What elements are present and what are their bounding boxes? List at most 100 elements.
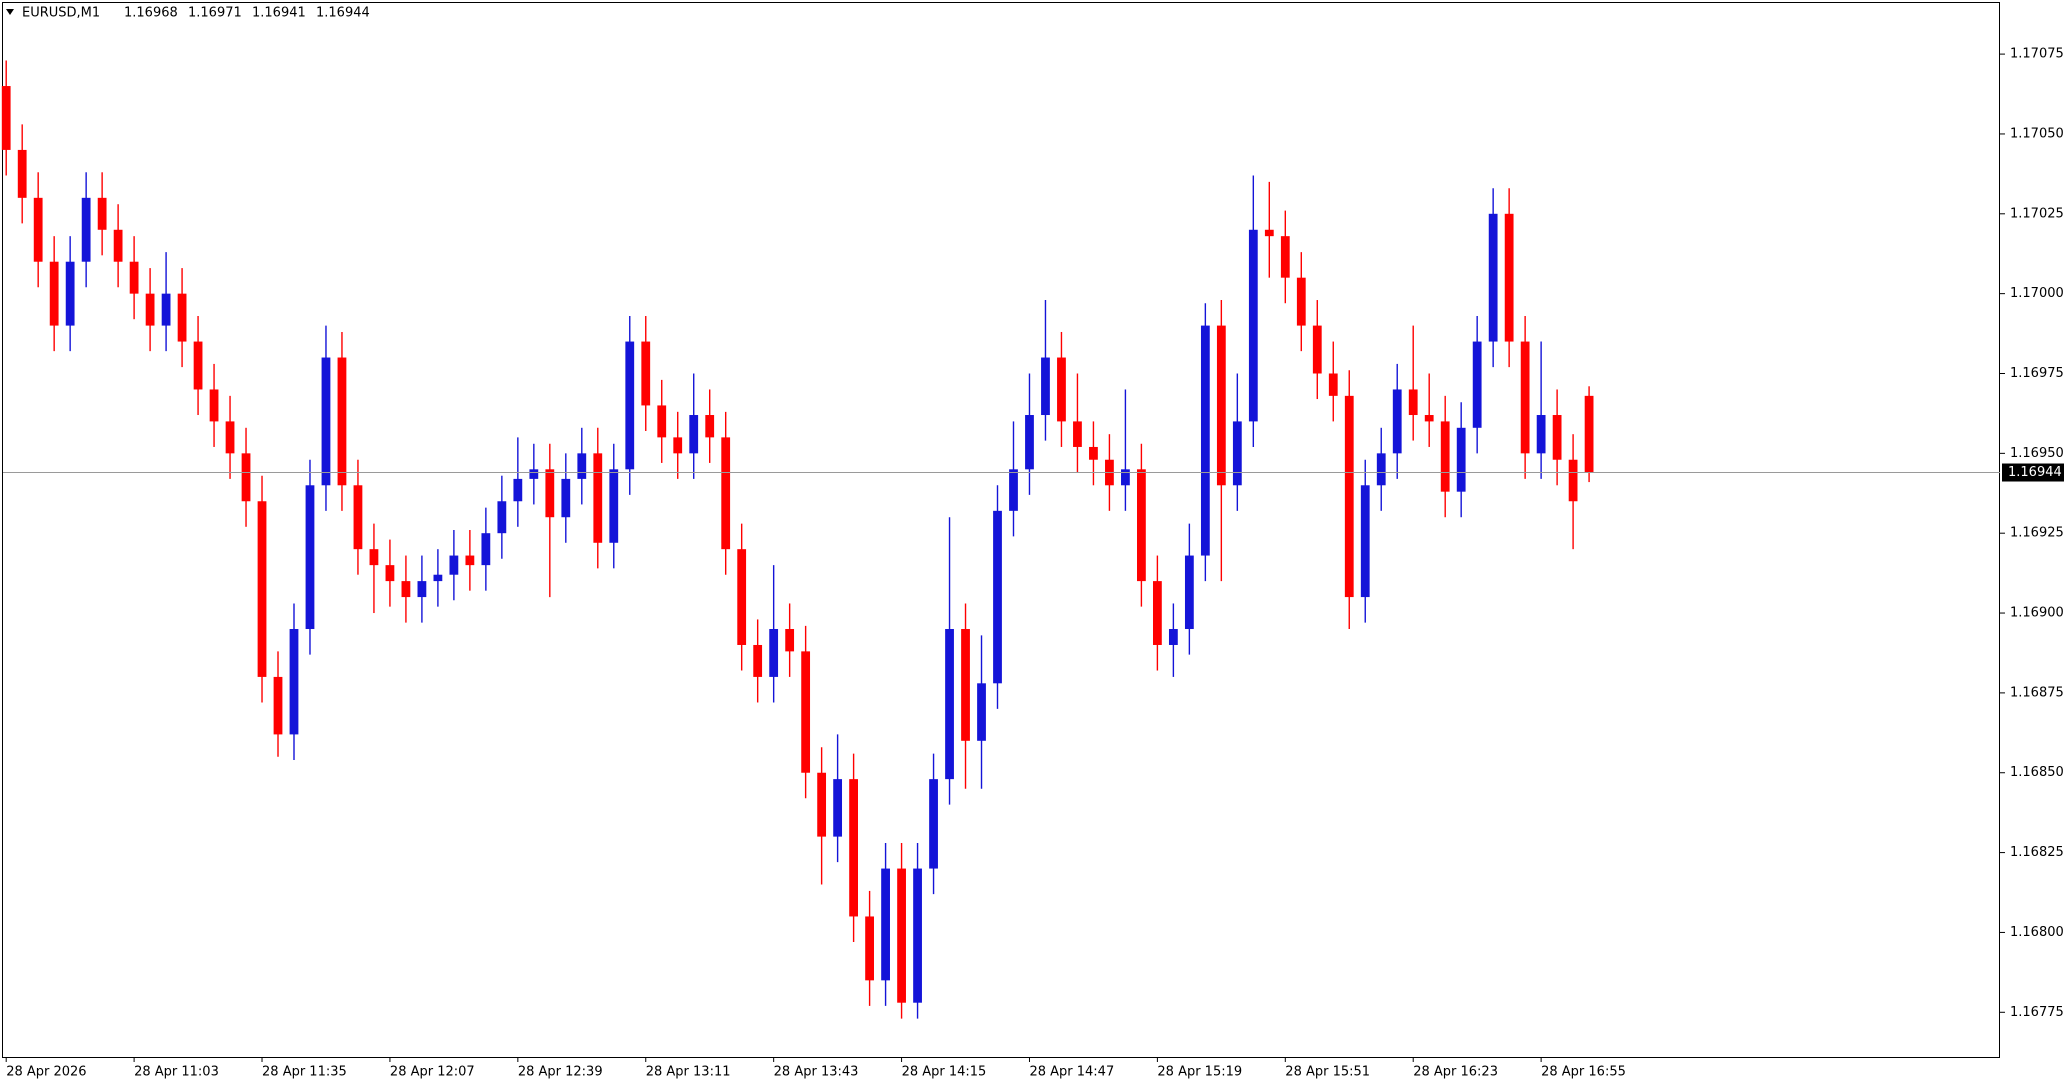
header-low: 1.16941 [252, 6, 306, 21]
candle-body [897, 868, 906, 1003]
candle-body [817, 772, 827, 837]
candle-body [1200, 325, 1210, 556]
plot-frame [2, 2, 2000, 1058]
candle-body [1312, 325, 1322, 374]
candle-body [1328, 373, 1338, 396]
candle-body [1, 86, 11, 150]
candle-body [529, 469, 539, 479]
candle-body [1025, 415, 1034, 470]
candle-body [289, 629, 299, 735]
candle-body [561, 478, 571, 518]
candle-body [1248, 229, 1258, 422]
candle-body [1504, 213, 1514, 342]
y-tick-label: 1.16775 [2010, 1005, 2064, 1020]
candle-body [1376, 453, 1386, 486]
candle-body [465, 555, 475, 566]
candle-body [721, 437, 731, 550]
candle-body [625, 341, 635, 470]
candle-body [33, 197, 43, 262]
y-tick-label: 1.16800 [2010, 925, 2064, 940]
candle-body [1536, 415, 1546, 454]
candle-body [1456, 427, 1466, 492]
candle-body [1488, 213, 1498, 342]
price-label: 1.16944 [2008, 465, 2062, 480]
candle-body [113, 229, 123, 262]
candle-body [833, 779, 843, 837]
candle-body [49, 261, 59, 326]
x-tick-label: 28 Apr 12:39 [518, 1065, 603, 1080]
x-tick-label: 28 Apr 13:43 [774, 1065, 859, 1080]
candle-body [385, 565, 395, 582]
candle-body [161, 293, 171, 326]
candle-body [129, 261, 139, 294]
header-high: 1.16971 [188, 6, 242, 21]
candle-body [993, 510, 1002, 684]
y-tick-label: 1.16875 [2010, 685, 2064, 700]
candle-body [881, 868, 890, 981]
candle-body [1264, 229, 1274, 237]
candle-body [577, 453, 587, 479]
candle-body [497, 501, 507, 534]
candle-body [1424, 415, 1434, 422]
candle-body [737, 549, 747, 645]
candle-body [1009, 469, 1018, 511]
y-tick-label: 1.16975 [2010, 366, 2064, 381]
candle-body [961, 629, 970, 741]
y-tick-label: 1.17050 [2010, 126, 2064, 141]
candle-body [337, 357, 347, 486]
candle-body [1408, 389, 1418, 416]
x-tick-label: 28 Apr 14:47 [1029, 1065, 1114, 1080]
x-tick-label: 28 Apr 13:11 [646, 1065, 731, 1080]
candle-body [369, 549, 379, 566]
candle-body [1137, 469, 1146, 582]
candle-body [241, 453, 251, 502]
candle-body [945, 629, 954, 780]
candle-body [225, 421, 235, 454]
y-tick-label: 1.16925 [2010, 526, 2064, 541]
candle-body [1232, 421, 1242, 486]
candle-body [353, 485, 363, 550]
candle-body [449, 555, 459, 575]
candle-body [1568, 459, 1578, 502]
candle-body [1041, 357, 1050, 416]
y-tick-label: 1.16850 [2010, 765, 2064, 780]
x-tick-label: 28 Apr 12:07 [390, 1065, 475, 1080]
candle-body [1472, 341, 1482, 428]
x-tick-label: 28 Apr 14:15 [902, 1065, 987, 1080]
candle-body [401, 581, 411, 598]
candle-body [257, 501, 267, 677]
menu-triangle[interactable] [6, 9, 14, 15]
candle-body [97, 197, 107, 230]
y-tick-label: 1.17000 [2010, 286, 2064, 301]
x-tick-label: 28 Apr 15:19 [1157, 1065, 1242, 1080]
y-tick-label: 1.16900 [2010, 606, 2064, 621]
x-tick-label: 28 Apr 15:51 [1285, 1065, 1370, 1080]
candle-body [657, 405, 667, 438]
candle-body [1360, 485, 1370, 598]
candle-body [1280, 236, 1290, 278]
candle-body [1344, 395, 1354, 598]
candle-body [1089, 446, 1098, 460]
candle-body [321, 357, 331, 486]
y-tick-label: 1.17025 [2010, 206, 2064, 221]
candle-body [81, 197, 91, 262]
candle-body [145, 293, 155, 326]
candle-body [17, 149, 27, 198]
candle-body [1296, 277, 1306, 326]
candle-body [705, 415, 715, 438]
candle-body [1073, 421, 1082, 447]
candle-body [769, 629, 779, 677]
candle-body [193, 341, 203, 390]
candle-body [433, 574, 443, 582]
candle-body [609, 469, 619, 543]
candle-body [641, 341, 651, 406]
x-tick-label: 28 Apr 16:55 [1541, 1065, 1626, 1080]
candle-body [1184, 555, 1194, 630]
candle-body [1552, 415, 1562, 460]
x-tick-label: 28 Apr 11:35 [262, 1065, 347, 1080]
candle-body [1121, 469, 1130, 486]
candle-body [849, 779, 859, 917]
price-label-bg [2002, 463, 2064, 482]
candle-body [417, 581, 427, 598]
